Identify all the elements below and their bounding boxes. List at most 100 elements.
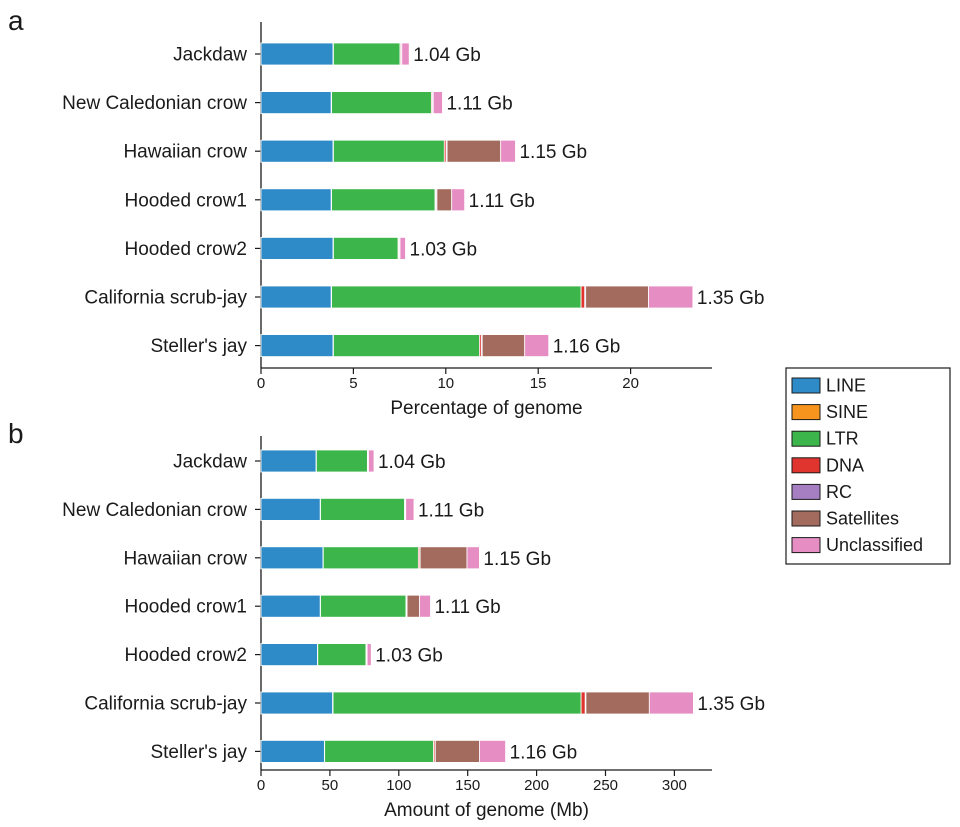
- legend-label-unclassified: Unclassified: [826, 535, 923, 555]
- panel-a-category-label-hooded-crow2: Hooded crow2: [124, 239, 247, 260]
- panel-b-category-label-california-scrub-jay: California scrub-jay: [84, 694, 247, 715]
- panel-a-bar-new-caledonian-crow-unclassified: [432, 91, 443, 114]
- panel-a-category-label-jackdaw: Jackdaw: [173, 45, 247, 66]
- panel-a-letter: a: [8, 5, 24, 36]
- panel-b-bar-new-caledonian-crow-ltr: [320, 497, 405, 521]
- panel-b-bar-hooded-crow1-unclassified: [419, 594, 431, 618]
- panel-a-bar-hawaiian-crow-unclassified: [500, 139, 516, 163]
- panel-a-category-label-new-caledonian-crow: New Caledonian crow: [62, 93, 247, 114]
- panel-b-bar-hawaiian-crow-line: [260, 546, 324, 570]
- panel-a-bar-steller-s-jay-unclassified: [524, 334, 550, 358]
- panel-a-x-tick-label: 10: [437, 375, 454, 392]
- panel-a-total-label-california-scrub-jay: 1.35 Gb: [697, 288, 765, 309]
- panel-a-bar-jackdaw-unclassified: [401, 42, 410, 66]
- panel-b-bar-hooded-crow2-unclassified: [366, 643, 372, 666]
- panel-b-total-label-california-scrub-jay: 1.35 Gb: [697, 694, 765, 715]
- panel-b-bar-new-caledonian-crow-unclassified: [405, 497, 415, 521]
- panel-b-bar-hooded-crow1-satellites: [406, 594, 420, 618]
- panel-a-category-label-hooded-crow1: Hooded crow1: [124, 190, 247, 211]
- panel-b-bar-california-scrub-jay-satellites: [585, 691, 650, 715]
- panel-a-total-label-hooded-crow2: 1.03 Gb: [410, 239, 478, 260]
- panel-a-bar-jackdaw-line: [260, 42, 334, 66]
- legend-label-dna: DNA: [826, 455, 864, 475]
- panel-a-bar-hooded-crow1-satellites: [436, 188, 453, 212]
- panel-a-x-tick-label: 15: [530, 375, 547, 392]
- panel-a-bar-steller-s-jay-ltr: [333, 334, 480, 358]
- panel-b-bar-california-scrub-jay-line: [260, 691, 334, 715]
- panel-a-bar-hooded-crow2-ltr: [333, 236, 399, 260]
- legend-label-satellites: Satellites: [826, 509, 899, 529]
- panel-b-bar-steller-s-jay-satellites: [434, 740, 480, 763]
- panel-a-total-label-hawaiian-crow: 1.15 Gb: [519, 142, 587, 163]
- panel-b-x-tick-label: 300: [662, 777, 687, 794]
- panel-a-bar-hooded-crow2-line: [260, 236, 334, 260]
- legend-swatch-unclassified: [791, 537, 821, 554]
- panel-a-bar-new-caledonian-crow-line: [260, 91, 332, 114]
- panel-a-total-label-jackdaw: 1.04 Gb: [413, 45, 481, 66]
- panel-b-x-tick-label: 100: [386, 777, 411, 794]
- panel-b-bar-jackdaw-line: [260, 449, 317, 473]
- panel-b-x-axis-title: Amount of genome (Mb): [384, 800, 589, 821]
- panel-b-bar-jackdaw-ltr: [315, 449, 368, 473]
- panel-a-category-label-california-scrub-jay: California scrub-jay: [84, 288, 247, 309]
- panel-a-bar-california-scrub-jay-unclassified: [648, 285, 694, 309]
- panel-a-bar-california-scrub-jay-dna: [580, 285, 586, 309]
- panel-b-bar-steller-s-jay-ltr: [324, 740, 434, 763]
- panel-b-bar-hawaiian-crow-satellites: [419, 546, 468, 570]
- panel-a-bar-hooded-crow2-unclassified: [399, 236, 406, 260]
- legend-swatch-satellites: [791, 510, 821, 527]
- panel-b-category-label-hooded-crow1: Hooded crow1: [124, 597, 247, 618]
- panel-b-x-tick-label: 50: [322, 777, 339, 794]
- panel-b-category-label-hawaiian-crow: Hawaiian crow: [123, 548, 247, 569]
- panel-b-bar-hooded-crow1-ltr: [320, 594, 407, 618]
- panel-b-bar-steller-s-jay-unclassified: [479, 740, 506, 763]
- legend-swatch-line: [791, 377, 821, 394]
- panel-a-bar-california-scrub-jay-satellites: [585, 285, 649, 309]
- panel-a-bar-steller-s-jay-satellites: [481, 334, 526, 358]
- legend-label-rc: RC: [826, 482, 852, 502]
- panel-b-bar-california-scrub-jay-dna: [580, 691, 586, 715]
- panel-b-chart: 0 50 100 150 200 250 300 Amount of genome (Mb) J…: [62, 436, 765, 821]
- panel-a-x-tick-label: 5: [349, 375, 357, 392]
- panel-a-bar-jackdaw-ltr: [333, 42, 401, 66]
- panel-b-bar-hawaiian-crow-unclassified: [466, 546, 480, 570]
- panel-b-total-label-new-caledonian-crow: 1.11 Gb: [418, 500, 484, 521]
- panel-b-bar-steller-s-jay-line: [260, 740, 325, 763]
- panel-a-chart: 0 5 10 15 20 Percentage of genome Jackdaw 1.04 …: [62, 22, 764, 419]
- legend-swatch-ltr: [791, 430, 821, 447]
- panel-a-bar-hawaiian-crow-line: [260, 139, 334, 163]
- panel-a-total-label-new-caledonian-crow: 1.11 Gb: [446, 94, 512, 115]
- panel-a-category-label-hawaiian-crow: Hawaiian crow: [123, 142, 247, 163]
- panel-a-x-tick-label: 0: [257, 375, 265, 392]
- panel-a-x-axis-title: Percentage of genome: [390, 398, 582, 419]
- panel-b-category-label-new-caledonian-crow: New Caledonian crow: [62, 500, 247, 521]
- panel-a-bar-california-scrub-jay-line: [260, 285, 332, 309]
- legend-swatch-sine: [791, 404, 821, 421]
- panel-b-x-tick-label: 0: [257, 777, 265, 794]
- panel-b-letter: b: [8, 418, 24, 449]
- panel-b-category-label-hooded-crow2: Hooded crow2: [124, 645, 247, 666]
- legend: LINE SINE LTR DNA RC Satellites Unclassified: [785, 367, 951, 565]
- panel-a-bar-hooded-crow1-unclassified: [451, 188, 466, 212]
- panel-b-bar-california-scrub-jay-unclassified: [648, 691, 694, 715]
- legend-swatch-dna: [791, 457, 821, 474]
- legend-swatch-rc: [791, 483, 821, 500]
- panel-a-bar-hooded-crow1-ltr: [331, 188, 436, 212]
- panel-b-category-label-steller-s-jay: Steller's jay: [150, 742, 247, 763]
- panel-b-total-label-jackdaw: 1.04 Gb: [378, 452, 446, 473]
- panel-b-x-tick-label: 150: [455, 777, 480, 794]
- panel-b-total-label-hooded-crow2: 1.03 Gb: [375, 646, 443, 667]
- panel-b-bar-hooded-crow1-line: [260, 594, 321, 618]
- panel-b-bar-hawaiian-crow-ltr: [322, 546, 419, 570]
- panel-b-x-tick-label: 200: [524, 777, 549, 794]
- panel-a-total-label-steller-s-jay: 1.16 Gb: [553, 337, 621, 358]
- panel-b-x-tick-label: 250: [593, 777, 618, 794]
- panel-a-bar-hawaiian-crow-ltr: [333, 139, 445, 163]
- panel-a-bar-new-caledonian-crow-ltr: [331, 91, 432, 114]
- panel-b-bar-jackdaw-unclassified: [368, 449, 375, 473]
- panel-a-x-tick-label: 20: [622, 375, 639, 392]
- panel-b-total-label-hawaiian-crow: 1.15 Gb: [483, 549, 551, 570]
- legend-label-sine: SINE: [826, 402, 868, 422]
- panel-b-total-label-hooded-crow1: 1.11 Gb: [434, 597, 500, 618]
